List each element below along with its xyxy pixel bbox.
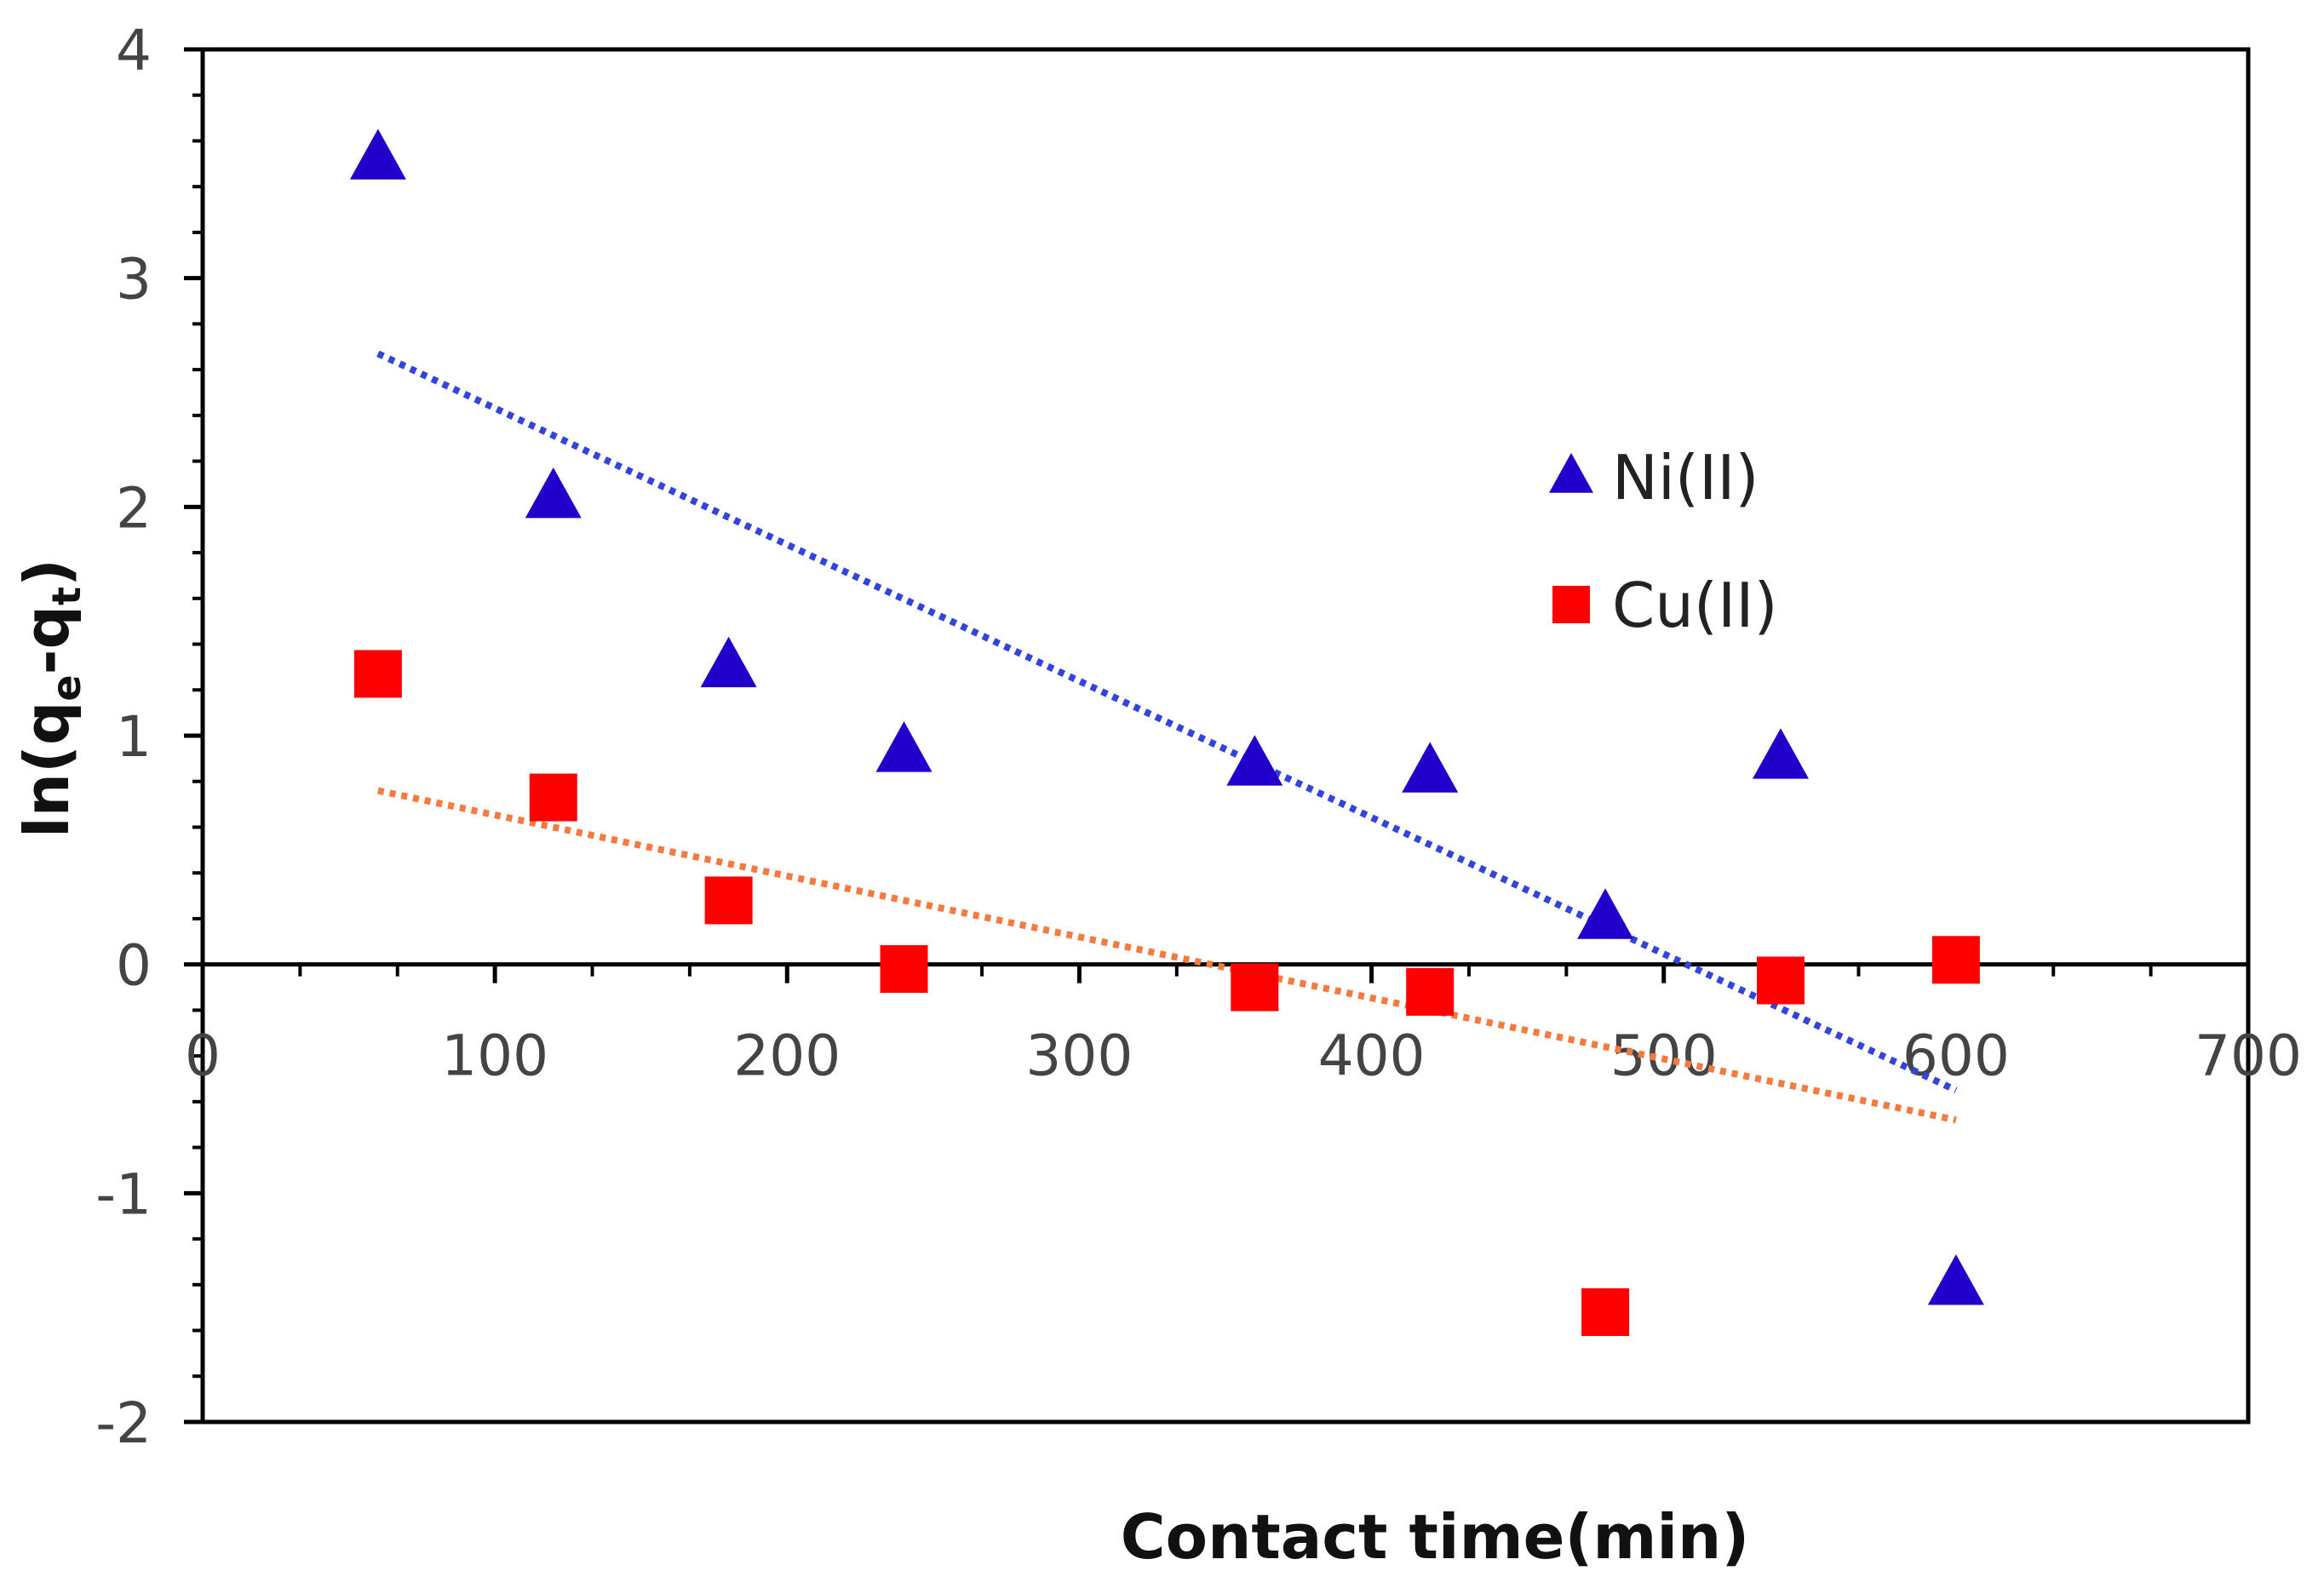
point-Ni(II) bbox=[1402, 742, 1459, 793]
y-title-part-1: ln(q bbox=[11, 702, 83, 838]
point-Ni(II) bbox=[525, 467, 582, 519]
legend-marker-Ni(II) bbox=[1549, 452, 1593, 493]
y-title-part-2: -q bbox=[11, 605, 83, 674]
y-tick-label: -2 bbox=[95, 1390, 152, 1456]
x-tick-label: 200 bbox=[733, 1023, 841, 1089]
point-Ni(II) bbox=[1577, 888, 1634, 939]
x-tick-label: 600 bbox=[1902, 1023, 2010, 1089]
ticks: -2-1012340100200300400500600700 bbox=[95, 18, 2302, 1456]
legend-label: Ni(II) bbox=[1612, 442, 1759, 513]
data-points bbox=[349, 129, 1984, 1337]
legend-label: Cu(II) bbox=[1612, 570, 1778, 641]
plot-frame bbox=[200, 47, 2251, 1425]
x-axis-title: Contact time(min) bbox=[1121, 1501, 1749, 1573]
y-title-sub-t: t bbox=[43, 587, 89, 605]
point-Cu(II) bbox=[880, 945, 928, 994]
y-tick-label: 1 bbox=[116, 704, 152, 770]
x-tick-label: 700 bbox=[2195, 1023, 2302, 1089]
y-tick-label: 3 bbox=[116, 247, 152, 312]
point-Cu(II) bbox=[1756, 956, 1805, 1005]
x-tick-label: 400 bbox=[1318, 1023, 1426, 1089]
point-Cu(II) bbox=[1931, 936, 1980, 984]
point-Ni(II) bbox=[349, 129, 406, 180]
y-title-sub-e: e bbox=[43, 674, 89, 701]
point-Cu(II) bbox=[1406, 967, 1455, 1016]
y-tick-label: 2 bbox=[116, 475, 152, 541]
axes bbox=[200, 47, 2251, 1425]
point-Cu(II) bbox=[529, 773, 577, 822]
x-tick-label: 300 bbox=[1025, 1023, 1133, 1089]
point-Ni(II) bbox=[1752, 728, 1809, 779]
trendline-Ni(II) bbox=[376, 350, 1958, 1094]
x-tick-label: 0 bbox=[185, 1023, 221, 1089]
y-tick-label: 4 bbox=[116, 18, 152, 83]
point-Ni(II) bbox=[1226, 735, 1283, 786]
y-title-part-3: ) bbox=[11, 559, 83, 587]
y-axis-title: ln(qe-qt) bbox=[11, 559, 89, 838]
point-Cu(II) bbox=[704, 876, 753, 925]
point-Ni(II) bbox=[875, 721, 932, 772]
point-Ni(II) bbox=[700, 636, 757, 688]
legend-marker-Cu(II) bbox=[1552, 586, 1590, 623]
point-Cu(II) bbox=[1231, 963, 1279, 1012]
y-tick-label: -1 bbox=[95, 1161, 152, 1227]
y-tick-label: 0 bbox=[116, 933, 152, 999]
point-Ni(II) bbox=[1927, 1254, 1984, 1305]
point-Cu(II) bbox=[1581, 1288, 1630, 1337]
legend: Ni(II) Cu(II) bbox=[1549, 442, 1778, 641]
point-Cu(II) bbox=[353, 650, 402, 698]
trendlines bbox=[376, 350, 1958, 1124]
trendline-Cu(II) bbox=[377, 787, 1957, 1124]
x-tick-label: 100 bbox=[441, 1023, 548, 1089]
